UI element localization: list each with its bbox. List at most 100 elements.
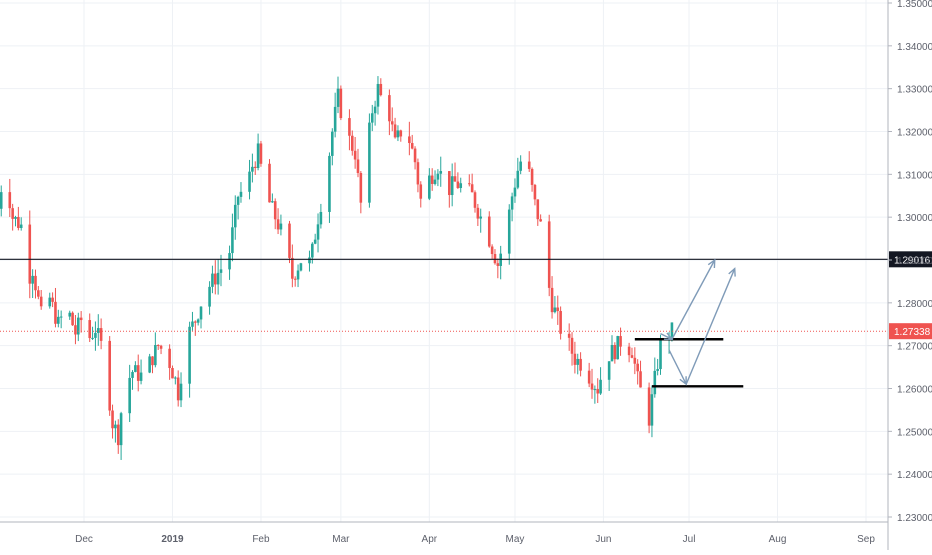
candle: [613, 342, 617, 364]
candle: [567, 323, 571, 351]
candle: [14, 215, 17, 227]
candle: [134, 361, 137, 373]
candle: [28, 210, 32, 299]
candle: [650, 385, 654, 438]
candle-body: [639, 371, 642, 388]
candle-body: [630, 355, 634, 358]
candle: [456, 172, 460, 189]
candle: [399, 129, 403, 142]
candle-body: [636, 363, 639, 372]
candle-body: [179, 383, 183, 401]
candle: [219, 254, 223, 287]
candle: [436, 169, 440, 187]
candle-body: [653, 370, 657, 395]
candle: [533, 183, 537, 206]
candle: [251, 153, 254, 183]
candle-body: [553, 307, 557, 313]
candle: [94, 321, 97, 351]
candle-body: [456, 181, 460, 188]
candle-body: [256, 143, 260, 168]
candle: [308, 250, 311, 272]
candle: [536, 199, 540, 226]
candle: [419, 181, 423, 208]
candle: [154, 332, 157, 368]
candle-body: [208, 286, 211, 307]
candle-body: [368, 122, 371, 203]
arrow-drawing[interactable]: [685, 267, 736, 385]
candle-body: [633, 357, 637, 364]
candle: [396, 125, 400, 142]
candle: [171, 365, 174, 379]
candle: [199, 306, 203, 329]
candle: [388, 89, 391, 136]
candle: [559, 306, 562, 340]
y-axis: 1.23000 1.24000 1.25000 1.26000 1.27000 1.280…: [887, 0, 932, 550]
candle: [368, 113, 371, 208]
candle-body: [168, 348, 171, 368]
candle: [76, 312, 80, 342]
candle: [259, 140, 263, 167]
candle-body: [299, 263, 303, 271]
candle-body: [34, 275, 37, 291]
candle: [288, 220, 291, 264]
candle-body: [148, 356, 151, 373]
y-tick-label: 1.34000: [897, 42, 932, 53]
candle-body: [373, 106, 377, 114]
candle: [653, 357, 657, 398]
candle: [630, 347, 634, 359]
candle: [350, 130, 354, 156]
candle-body: [448, 171, 451, 196]
candle-body: [233, 204, 237, 228]
y-tick-label: 1.32000: [897, 128, 932, 139]
candle: [493, 249, 497, 265]
candle-body: [596, 389, 600, 394]
candle: [339, 85, 343, 121]
candle: [273, 198, 277, 230]
arrow-drawing[interactable]: [671, 258, 716, 340]
candle: [291, 244, 294, 288]
candle: [48, 292, 52, 309]
candle: [19, 217, 23, 231]
candle-body: [539, 219, 542, 222]
candle-body: [459, 183, 463, 188]
candle: [99, 318, 103, 350]
candle-body: [216, 272, 220, 285]
candle-body: [453, 176, 457, 182]
arrow-drawing[interactable]: [668, 349, 687, 386]
candle-body: [219, 269, 223, 273]
candle: [231, 213, 234, 262]
y-tick-label: 1.31000: [897, 170, 932, 181]
candle-body: [350, 135, 354, 151]
candle: [470, 173, 474, 193]
candle: [151, 356, 154, 374]
candle: [91, 326, 94, 341]
candle-body: [154, 345, 157, 366]
x-tick-label: Apr: [422, 534, 438, 545]
candle-body: [156, 345, 160, 347]
y-tick-label: 1.29000: [897, 256, 932, 267]
candle: [393, 117, 397, 139]
candle: [579, 352, 582, 377]
candle: [450, 163, 454, 207]
candle-body: [253, 166, 257, 168]
candle: [593, 385, 597, 404]
candle: [216, 259, 220, 295]
y-tick-label: 1.23000: [897, 513, 932, 524]
candle: [0, 185, 3, 217]
candle-body: [37, 290, 40, 297]
horizontal-lines: 1.29016 1.27338: [0, 251, 932, 340]
candle-body: [573, 353, 577, 365]
candle: [499, 245, 502, 280]
candle-body: [188, 326, 191, 384]
candle-body: [19, 224, 23, 228]
candle-body: [496, 263, 500, 266]
candle-body: [259, 143, 263, 164]
candle: [54, 287, 57, 328]
candle: [550, 276, 554, 319]
horizontal-line-label: 1.29016: [894, 255, 931, 266]
arrow-head: [707, 258, 716, 269]
candle: [57, 309, 60, 328]
candle-body: [293, 278, 297, 280]
